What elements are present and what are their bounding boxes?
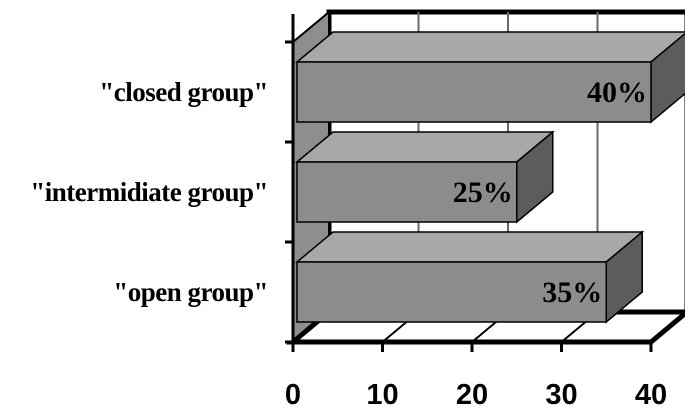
category-label: "intermidiate group" <box>30 177 268 207</box>
data-label: 25% <box>453 176 513 209</box>
x-tick-label: 30 <box>545 379 577 411</box>
bar <box>296 161 518 223</box>
x-tick-labels: 0 10 20 30 40 <box>285 379 667 411</box>
floor-gridline <box>650 312 685 343</box>
category-labels: "closed group" "intermidiate group" "open … <box>30 77 268 307</box>
bar-top <box>294 231 645 263</box>
category-label: "closed group" <box>99 77 268 107</box>
data-labels: 40% 25% 35% <box>453 76 647 309</box>
category-label: "open group" <box>113 277 268 307</box>
axes <box>285 14 653 352</box>
bar <box>296 61 652 123</box>
x-tick-label: 40 <box>635 379 667 411</box>
data-label: 40% <box>587 76 647 109</box>
x-tick-label: 20 <box>456 379 488 411</box>
bars <box>294 31 685 324</box>
x-tick-label: 10 <box>366 379 398 411</box>
bar <box>296 261 607 323</box>
x-tick-label: 0 <box>285 379 301 411</box>
bar-top <box>294 31 685 63</box>
data-label: 35% <box>542 276 602 309</box>
bar-top <box>294 131 555 163</box>
